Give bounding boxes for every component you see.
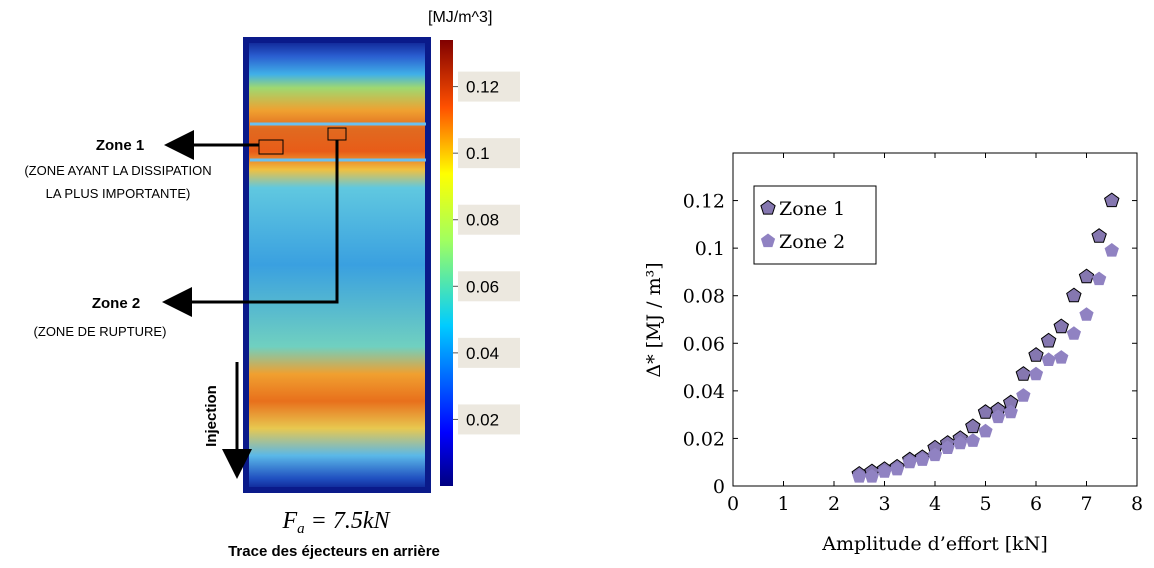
tick-label-bg xyxy=(458,404,520,435)
colorbar-tick-label: 0.06 xyxy=(466,277,499,296)
marker xyxy=(1091,228,1107,243)
marker xyxy=(927,447,943,462)
marker xyxy=(1028,347,1044,362)
colorbar-tick-label: 0.04 xyxy=(466,344,499,363)
force-value: = 7.5kN xyxy=(305,508,392,534)
zone-note: (ZONE DE RUPTURE) xyxy=(34,324,167,339)
colorbar-tick-label: 0.1 xyxy=(466,144,490,163)
scatter-chart: Amplitude d’effort [kN] Δ* [MJ / m³] 0 1 2… xyxy=(643,152,1143,555)
marker xyxy=(1079,307,1094,321)
x-tick-label: 5 xyxy=(979,493,991,515)
caption: Trace des éjecteurs en arrière xyxy=(228,543,440,560)
x-tick-label: 2 xyxy=(828,493,840,515)
image-border xyxy=(243,37,431,493)
zone-label: Zone 1 xyxy=(96,137,144,154)
marker xyxy=(1066,326,1081,340)
marker xyxy=(1028,366,1044,381)
tick-label-bg xyxy=(458,337,520,368)
marker xyxy=(864,469,879,483)
y-tick-label: 0.1 xyxy=(695,238,725,260)
y-tick-label: 0 xyxy=(713,476,725,498)
tick-label-bg xyxy=(458,271,520,302)
y-tick-label: 0.04 xyxy=(683,381,725,403)
marker xyxy=(940,440,955,454)
arrow xyxy=(162,140,339,317)
x-tick-label: 0 xyxy=(727,493,739,515)
marker xyxy=(1066,287,1082,303)
marker xyxy=(1040,332,1057,348)
legend-label: Zone 2 xyxy=(779,231,845,253)
legend-label: Zone 1 xyxy=(779,198,845,220)
force-symbol: F xyxy=(281,508,297,534)
marker xyxy=(1015,366,1032,381)
x-axis-label: Amplitude d’effort [kN] xyxy=(821,533,1047,555)
marker xyxy=(1003,404,1018,419)
y-axis-label: Δ* [MJ / m³] xyxy=(643,262,665,377)
marker xyxy=(1092,271,1107,286)
marker xyxy=(877,464,892,478)
legend-frame xyxy=(753,185,877,265)
colorbar-unit: [MJ/m^3] xyxy=(428,9,492,26)
colorbar-tick-label: 0.12 xyxy=(466,78,499,97)
force-label: Fa = 7.5kN xyxy=(281,508,391,537)
y-tick-label: 0.08 xyxy=(683,286,725,308)
marker xyxy=(977,404,994,419)
zone-label: Zone 2 xyxy=(92,295,140,312)
marker xyxy=(915,452,930,466)
y-tick-label: 0.06 xyxy=(683,333,725,355)
tick-label-bg xyxy=(458,71,520,102)
x-tick-label: 1 xyxy=(777,493,789,515)
force-subscript: a xyxy=(297,521,305,537)
marker xyxy=(965,433,980,447)
y-tick-label: 0.02 xyxy=(683,428,725,450)
marker xyxy=(1078,268,1095,284)
x-tick-label: 8 xyxy=(1131,493,1143,515)
legend: Zone 1 Zone 2 xyxy=(753,185,877,265)
tick-label-bg xyxy=(458,138,520,169)
marker xyxy=(1016,388,1031,402)
zone-note: LA PLUS IMPORTANTE) xyxy=(46,186,191,201)
marker xyxy=(1104,192,1120,208)
legend-swatch xyxy=(760,199,776,215)
x-tick-label: 3 xyxy=(878,493,890,515)
thermal-panel: [MJ/m^3] Zone 1 (ZONE AYANT LA DISSIPATI… xyxy=(24,9,520,560)
colorbar-tick-label: 0.08 xyxy=(466,211,499,230)
colorbar-tick-label: 0.02 xyxy=(466,410,499,429)
x-tick-label: 4 xyxy=(929,493,941,515)
x-tick-label: 7 xyxy=(1080,493,1092,515)
y-tick-label: 0.12 xyxy=(683,191,725,213)
marker xyxy=(1054,350,1069,364)
marker xyxy=(852,469,867,483)
zone-note: (ZONE AYANT LA DISSIPATION xyxy=(24,163,211,178)
zone1-box xyxy=(258,139,284,155)
marker xyxy=(1104,243,1119,257)
marker xyxy=(890,461,905,476)
marker xyxy=(1041,352,1056,366)
marker xyxy=(953,435,968,450)
marker xyxy=(965,418,981,434)
tick-label-bg xyxy=(458,204,520,235)
injection-label: Injection xyxy=(203,385,220,447)
colorbar xyxy=(440,40,453,486)
marker xyxy=(1053,318,1069,334)
marker xyxy=(978,423,993,438)
marker xyxy=(991,409,1006,424)
marker xyxy=(902,454,917,469)
x-tick-label: 6 xyxy=(1030,493,1042,515)
legend-swatch xyxy=(760,233,776,248)
